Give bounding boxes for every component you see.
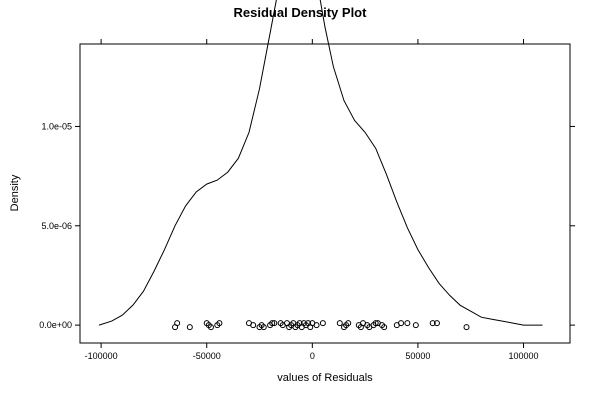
- density-curve: [98, 0, 543, 326]
- x-tick-label: 0: [310, 351, 315, 361]
- y-tick-label: 5.0e-06: [41, 221, 72, 231]
- x-tick-label: -100000: [85, 351, 118, 361]
- y-axis-label: Density: [9, 174, 21, 211]
- rug-point: [404, 320, 411, 327]
- rug-point: [313, 322, 320, 329]
- rug-point: [336, 320, 343, 327]
- rug-point: [381, 324, 388, 331]
- rug-point: [429, 320, 436, 327]
- rug-points-group: [172, 320, 470, 331]
- rug-point: [269, 320, 276, 327]
- rug-point: [398, 320, 405, 327]
- chart-title: Residual Density Plot: [234, 5, 368, 20]
- plot-frame: [79, 43, 571, 344]
- x-tick-label: 50000: [405, 351, 430, 361]
- rug-point: [412, 322, 419, 329]
- rug-point: [463, 324, 470, 331]
- axes-group: -100000 -50000 0 50000 100000 0.0e+00 5.0e-06 1…: [39, 39, 575, 361]
- rug-point: [271, 320, 278, 327]
- x-tick-label: 100000: [509, 351, 539, 361]
- rug-point: [186, 324, 193, 331]
- x-axis-label: values of Residuals: [277, 372, 373, 384]
- rug-point: [260, 324, 267, 331]
- y-tick-label: 0.0e+00: [39, 320, 72, 330]
- rug-point: [372, 320, 379, 327]
- x-tick-label: -50000: [193, 351, 221, 361]
- rug-point: [345, 320, 352, 327]
- rug-point: [250, 322, 257, 329]
- rug-point: [319, 320, 326, 327]
- rug-point: [174, 320, 181, 327]
- rug-point: [433, 320, 440, 327]
- rug-point: [216, 320, 223, 327]
- y-tick-label: 1.0e-05: [41, 121, 72, 131]
- rug-point: [207, 324, 214, 331]
